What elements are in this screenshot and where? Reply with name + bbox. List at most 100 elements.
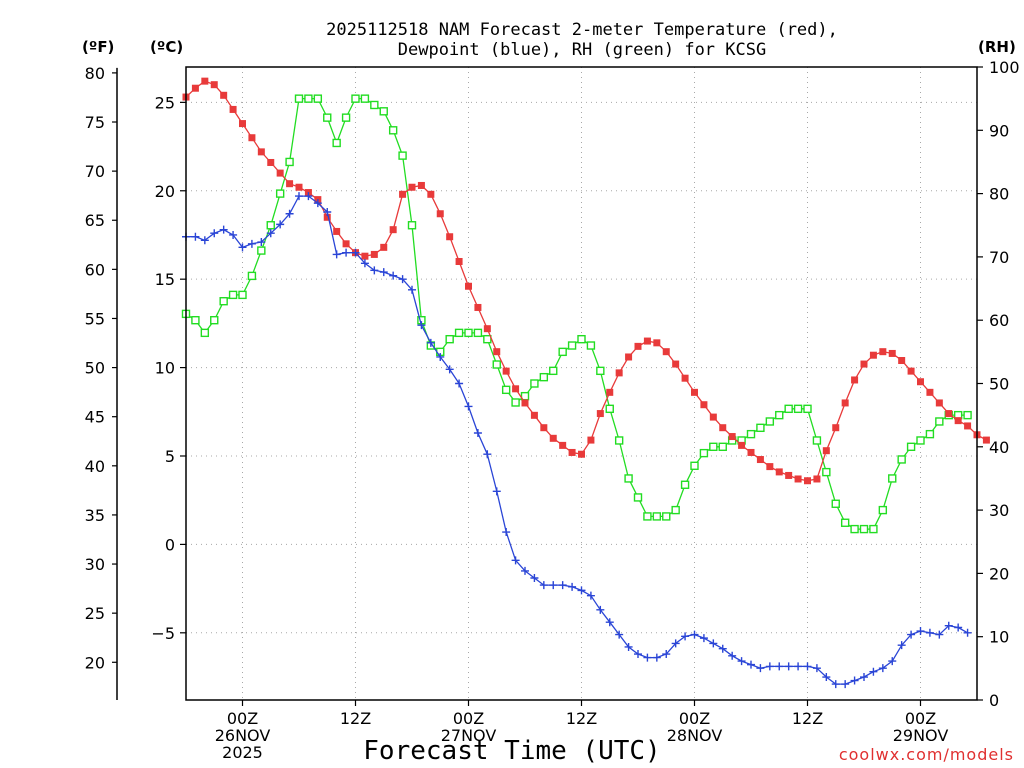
data-point <box>229 105 237 113</box>
rh-tick-label: 20 <box>989 564 1009 583</box>
data-point <box>483 334 492 344</box>
data-point <box>888 657 897 666</box>
data-point <box>860 673 868 682</box>
data-point <box>888 349 896 357</box>
data-point <box>982 436 990 444</box>
data-point <box>502 528 511 537</box>
data-point <box>878 664 887 673</box>
data-point <box>643 337 651 345</box>
celsius-axis: 25 20 15 10 5 0 −5 <box>151 93 186 643</box>
data-point <box>775 468 783 476</box>
data-point <box>906 442 916 451</box>
data-point <box>907 367 915 375</box>
fahrenheit-tick-label: 80 <box>85 64 105 83</box>
data-point <box>446 233 454 241</box>
celsius-tick-label: −5 <box>151 624 175 643</box>
data-point <box>408 285 416 294</box>
chart-title-line2: Dewpoint (blue), RH (green) for KCSG <box>398 40 766 60</box>
data-point <box>652 512 662 521</box>
data-point <box>691 388 698 396</box>
data-point <box>257 238 266 247</box>
data-point <box>869 351 877 359</box>
data-point <box>530 411 538 419</box>
time-tick-label: 00Z <box>227 709 258 728</box>
fahrenheit-tick-label: 45 <box>85 408 105 427</box>
data-point <box>191 232 200 241</box>
data-point <box>200 236 209 245</box>
data-point <box>455 379 464 388</box>
data-point <box>728 433 736 441</box>
data-point <box>812 664 821 673</box>
data-point <box>944 621 953 630</box>
data-point <box>747 448 755 456</box>
data-point <box>511 556 520 565</box>
data-point <box>417 181 425 189</box>
grid-lines <box>186 67 977 700</box>
data-point <box>379 107 388 116</box>
data-point <box>276 169 284 177</box>
data-point <box>210 316 219 325</box>
celsius-tick-label: 25 <box>155 93 175 112</box>
data-point <box>247 239 256 248</box>
time-tick-label: 00Z <box>905 709 936 728</box>
data-point <box>624 642 633 651</box>
data-point <box>191 84 199 92</box>
data-point <box>285 209 294 218</box>
data-point <box>530 379 539 388</box>
series-line <box>186 195 968 685</box>
data-point <box>605 404 614 414</box>
data-point <box>474 303 482 311</box>
data-point <box>794 475 802 483</box>
data-point <box>313 94 323 103</box>
data-point <box>840 518 850 527</box>
data-point <box>559 441 567 449</box>
data-point <box>775 410 784 420</box>
data-point <box>370 250 378 258</box>
credit-text: coolwx.com/models <box>839 745 1014 764</box>
data-point <box>417 321 426 330</box>
data-point <box>831 680 840 689</box>
data-point <box>719 424 727 432</box>
data-point <box>530 573 539 582</box>
data-point <box>266 229 275 238</box>
data-point <box>804 477 811 485</box>
data-point <box>229 230 238 239</box>
data-point <box>945 410 953 418</box>
data-point <box>671 505 680 515</box>
fahrenheit-tick-label: 60 <box>85 260 105 279</box>
data-point <box>342 240 350 248</box>
data-point <box>408 183 416 191</box>
data-point <box>380 243 388 251</box>
data-point <box>586 591 595 600</box>
data-point <box>247 271 257 281</box>
data-series <box>181 77 990 689</box>
data-point <box>718 644 727 653</box>
data-point <box>501 385 511 395</box>
chart-title-line1: 2025112518 NAM Forecast 2-meter Temperat… <box>326 20 838 40</box>
data-point <box>483 325 491 333</box>
data-point <box>690 630 699 639</box>
data-point <box>624 474 633 483</box>
time-tick-label: 28NOV <box>667 726 723 745</box>
data-point <box>332 138 341 148</box>
data-point <box>766 463 774 471</box>
data-point <box>464 402 473 411</box>
data-point <box>492 360 501 369</box>
time-tick-label: 12Z <box>340 709 371 728</box>
data-point <box>859 524 869 534</box>
data-point <box>567 341 577 350</box>
data-point <box>841 399 849 407</box>
data-point <box>822 447 830 455</box>
data-point <box>511 398 520 407</box>
data-point <box>436 210 444 218</box>
data-point <box>351 248 360 257</box>
data-point <box>907 630 916 639</box>
data-point <box>615 369 623 377</box>
data-point <box>718 442 727 451</box>
data-point <box>577 586 586 595</box>
data-point <box>295 183 303 191</box>
data-point <box>351 94 360 103</box>
data-point <box>341 113 351 122</box>
data-point <box>785 471 793 479</box>
data-point <box>652 653 661 662</box>
